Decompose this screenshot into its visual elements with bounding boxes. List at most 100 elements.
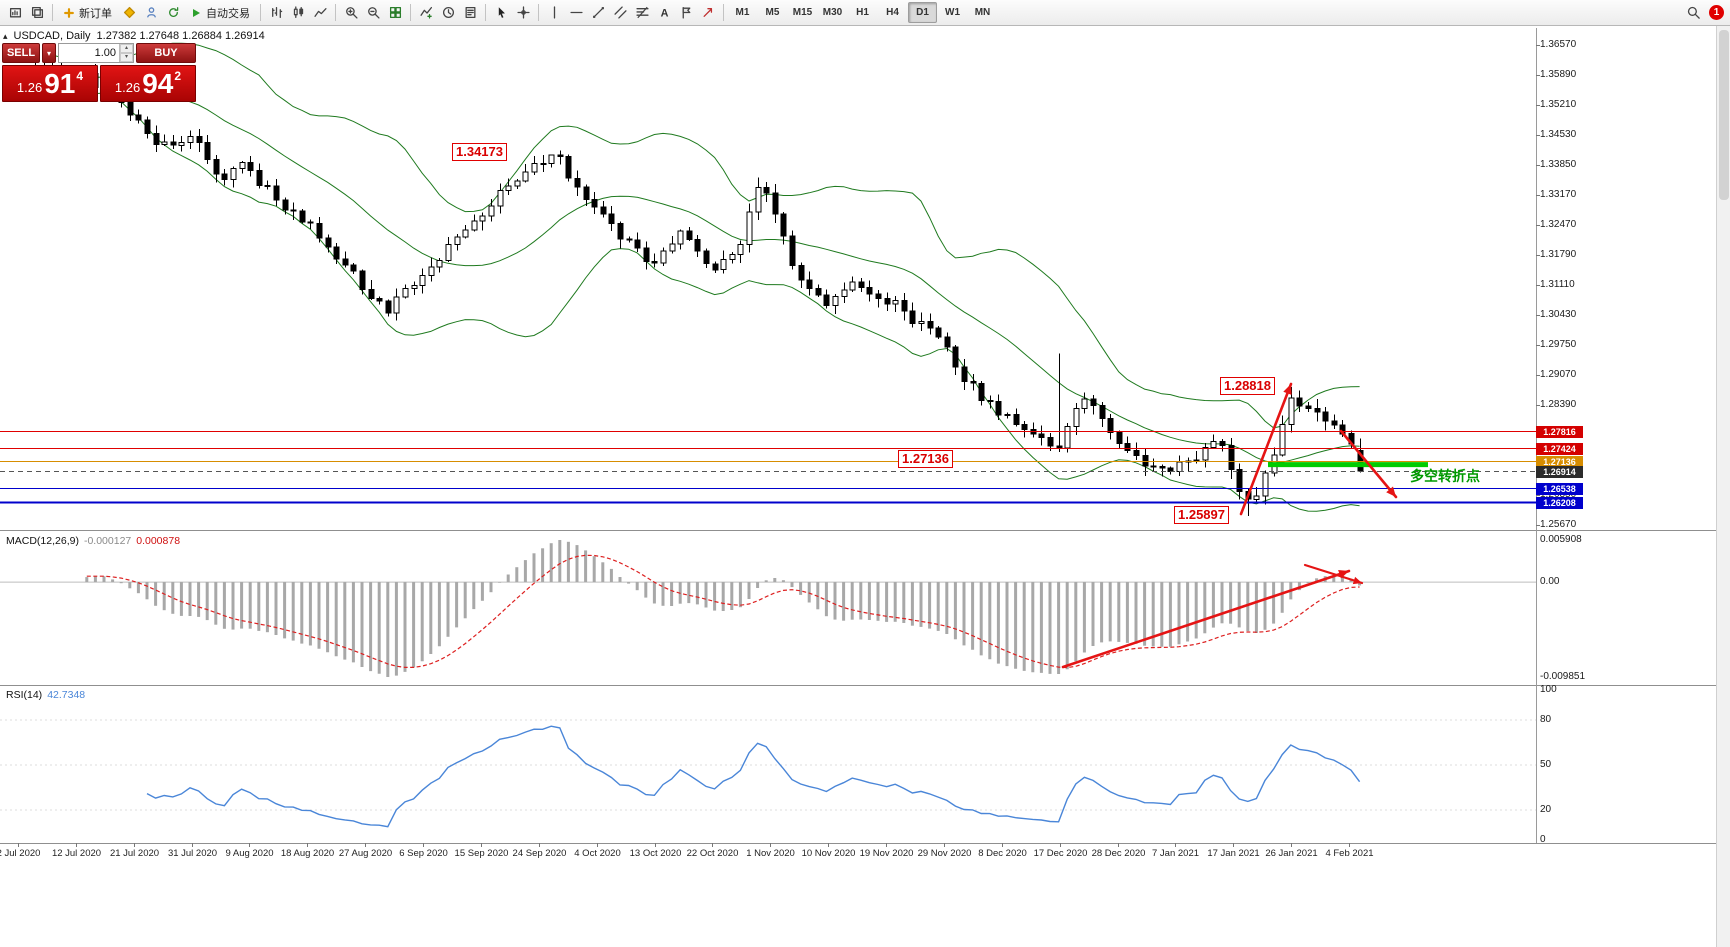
sell-dropdown-icon[interactable]: ▾: [42, 43, 56, 63]
price-axis-label: 1.28390: [1540, 399, 1577, 410]
price-axis-label: 1.29070: [1540, 369, 1577, 380]
line-chart-icon[interactable]: [309, 2, 331, 23]
horizontal-lines[interactable]: [0, 431, 1536, 504]
timeframe-button-mn[interactable]: MN: [974, 7, 991, 18]
price-axis-label: 1.36570: [1540, 39, 1577, 50]
mql-market-icon[interactable]: [118, 2, 140, 23]
volume-down-button[interactable]: ▾: [120, 53, 133, 62]
arrows-icon[interactable]: [697, 2, 719, 23]
macd-trend-arrows[interactable]: [1061, 563, 1364, 669]
timeframe-button-m5[interactable]: M5: [765, 7, 780, 18]
price-tag: 1.27136: [1536, 455, 1583, 468]
cursor-icon[interactable]: [490, 2, 512, 23]
chart-canvas[interactable]: [0, 26, 1730, 947]
indicators-icon[interactable]: [415, 2, 437, 23]
rsi-axis-label: 20: [1540, 804, 1552, 815]
date-label: 6 Sep 2020: [399, 848, 448, 859]
macd-signal-value: 0.000878: [136, 535, 181, 547]
date-label: 8 Dec 2020: [978, 848, 1027, 859]
date-label: 1 Nov 2020: [746, 848, 795, 859]
price-annotation[interactable]: 1.34173: [452, 143, 507, 161]
ask-price[interactable]: 1.26 94 2: [100, 65, 196, 102]
price-tag: 1.26914: [1536, 465, 1583, 478]
date-label: 29 Nov 2020: [917, 848, 972, 859]
volume-field[interactable]: 1.00 ▴ ▾: [58, 43, 134, 63]
community-icon[interactable]: [140, 2, 162, 23]
date-label: 15 Sep 2020: [454, 848, 509, 859]
rsi-axis-label: 80: [1540, 714, 1552, 725]
date-label: 19 Nov 2020: [859, 848, 914, 859]
candlestick-chart-icon[interactable]: [287, 2, 309, 23]
date-label: 27 Aug 2020: [338, 848, 393, 859]
new-chart-icon[interactable]: [4, 2, 26, 23]
trendline-icon[interactable]: [587, 2, 609, 23]
turning-point-label[interactable]: 多空转折点: [1410, 468, 1480, 484]
bid-big-figure: 1.26: [16, 80, 43, 95]
sell-button[interactable]: SELL: [2, 43, 40, 63]
tile-windows-icon[interactable]: [384, 2, 406, 23]
price-axis-label: 1.32470: [1540, 219, 1577, 230]
timeframe-toolbar: M1 M5 M15 M30 H1 H4 D1 W1 MN: [728, 2, 997, 23]
panel-toggle-icon[interactable]: ▴: [3, 30, 8, 41]
timeframe-button-m30[interactable]: M30: [822, 7, 843, 18]
timeframe-button-m1[interactable]: M1: [735, 7, 750, 18]
scrollbar-thumb[interactable]: [1719, 30, 1729, 200]
periods-icon[interactable]: [437, 2, 459, 23]
buy-button[interactable]: BUY: [136, 43, 196, 63]
zoom-in-icon[interactable]: [340, 2, 362, 23]
ask-point: 2: [174, 69, 182, 83]
price-axis-label: 1.33850: [1540, 159, 1577, 170]
rsi-indicator-label: RSI(14) 42.7348: [6, 689, 85, 701]
date-label: 9 Aug 2020: [225, 848, 274, 859]
vertical-line-icon[interactable]: [543, 2, 565, 23]
toolbar-separator: [538, 4, 539, 21]
date-label: 24 Sep 2020: [512, 848, 567, 859]
price-annotation[interactable]: 1.27136: [898, 450, 953, 468]
trend-arrows[interactable]: [1239, 382, 1398, 516]
channel-icon[interactable]: [609, 2, 631, 23]
date-label: 13 Oct 2020: [629, 848, 682, 859]
volume-up-button[interactable]: ▴: [120, 44, 133, 53]
horizontal-line-icon[interactable]: [565, 2, 587, 23]
toolbar-right: 1: [1682, 2, 1726, 23]
rsi-value: 42.7348: [47, 689, 86, 701]
zoom-out-icon[interactable]: [362, 2, 384, 23]
date-label: 28 Dec 2020: [1091, 848, 1146, 859]
search-icon[interactable]: [1682, 2, 1704, 23]
price-annotation[interactable]: 1.28818: [1220, 377, 1275, 395]
timeframe-button-h4[interactable]: H4: [886, 7, 899, 18]
timeframe-button-w1[interactable]: W1: [945, 7, 960, 18]
bid-price[interactable]: 1.26 91 4: [2, 65, 98, 102]
fibonacci-icon[interactable]: [631, 2, 653, 23]
macd-axis-zero: 0.00: [1540, 576, 1560, 588]
date-label: 18 Aug 2020: [280, 848, 335, 859]
bar-chart-icon[interactable]: [265, 2, 287, 23]
timeframe-button-h1[interactable]: H1: [856, 7, 869, 18]
trade-controls-row: SELL ▾ 1.00 ▴ ▾ BUY: [2, 43, 196, 63]
main-toolbar: 新订单 自动交易 A M1 M5 M15 M30 H1 H4 D1 W1 MN 1: [0, 0, 1730, 26]
date-label: 31 Jul 2020: [167, 848, 218, 859]
price-annotation[interactable]: 1.25897: [1174, 506, 1229, 524]
timeframe-button-m15[interactable]: M15: [792, 7, 813, 18]
timeframe-button-d1[interactable]: D1: [908, 2, 937, 23]
notification-badge[interactable]: 1: [1709, 5, 1724, 20]
date-label: 17 Jan 2021: [1207, 848, 1260, 859]
new-order-button[interactable]: 新订单: [57, 2, 118, 23]
date-label: 12 Jul 2020: [51, 848, 102, 859]
date-label: 22 Oct 2020: [686, 848, 739, 859]
text-icon[interactable]: A: [653, 2, 675, 23]
vertical-scrollbar[interactable]: [1716, 26, 1730, 947]
bid-pips: 91: [44, 67, 76, 99]
toolbar-separator: [485, 4, 486, 21]
autotrade-button[interactable]: 自动交易: [184, 2, 256, 23]
profiles-icon[interactable]: [26, 2, 48, 23]
crosshair-icon[interactable]: [512, 2, 534, 23]
symbol-period-label: USDCAD, Daily: [13, 30, 91, 42]
autotrade-button-label: 自动交易: [206, 7, 250, 20]
refresh-icon[interactable]: [162, 2, 184, 23]
label-icon[interactable]: [675, 2, 697, 23]
panel-separators[interactable]: [0, 28, 1716, 844]
templates-icon[interactable]: [459, 2, 481, 23]
toolbar-separator: [335, 4, 336, 21]
